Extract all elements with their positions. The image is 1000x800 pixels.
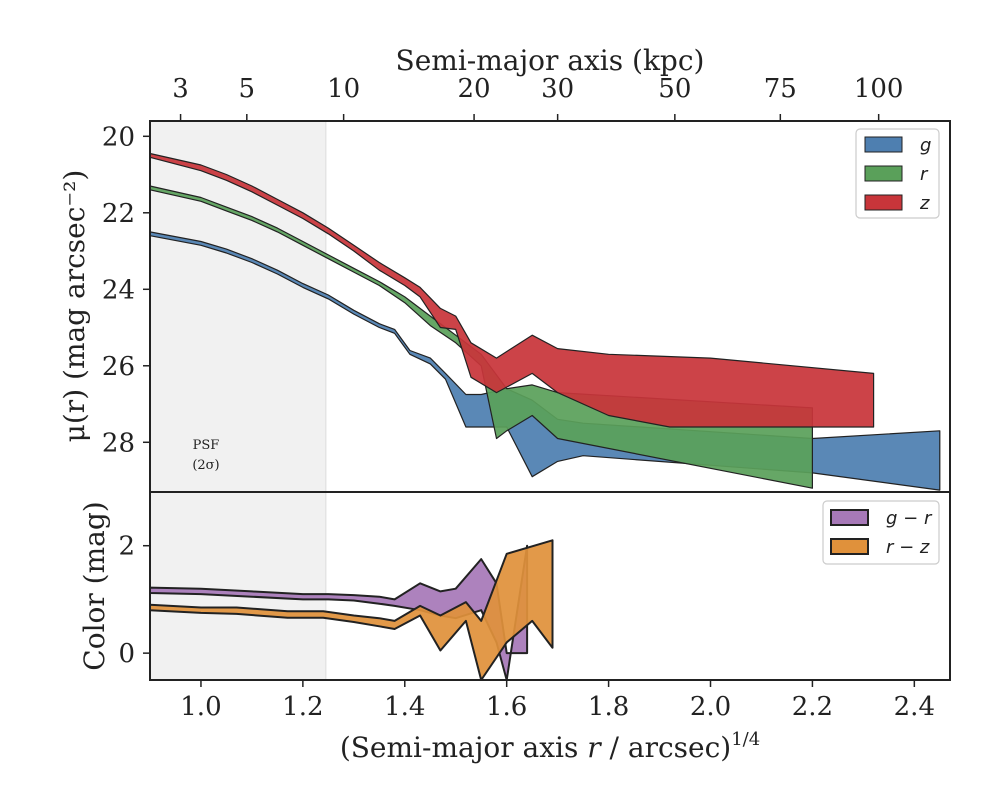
legend-swatch-rz — [830, 538, 869, 555]
psf-shade-bottom — [150, 492, 326, 680]
legend-swatch-g — [864, 136, 903, 153]
legend-bottom: g − r r − z — [822, 500, 940, 565]
axis-ticks: 1.0 1.2 1.4 1.6 1.8 2.0 2.2 2.43 5 10 20 30 50 75 1002… — [102, 74, 935, 722]
band-rz — [149, 539, 554, 681]
legend-label-g: g — [920, 135, 931, 156]
x-tick-label: 2.4 — [894, 692, 935, 722]
y-tick-label: 24 — [102, 275, 135, 305]
surface-brightness-bands — [149, 152, 941, 491]
top-x-tick-label: 75 — [764, 74, 797, 104]
x-tick-label: 1.2 — [282, 692, 323, 722]
x-axis-title: (Semi-major axis r / arcsec)1/4 — [340, 729, 760, 764]
legend-label-z: z — [919, 193, 930, 214]
legend-label-rz: r − z — [886, 537, 930, 558]
legend-label-gr: g − r — [886, 508, 933, 529]
color-y-tick-label: 0 — [118, 639, 135, 669]
psf-sigma-label: (2σ) — [192, 458, 219, 473]
bottom-panel-frame — [149, 491, 951, 681]
color-bands — [149, 539, 554, 681]
color-y-tick-label: 2 — [118, 532, 135, 562]
y-tick-label: 26 — [102, 352, 135, 382]
legend-swatch-z — [864, 194, 903, 211]
top-y-axis-title: μ(r) (mag arcsec⁻²) — [58, 170, 91, 443]
x-tick-label: 1.0 — [180, 692, 221, 722]
x-tick-label: 2.0 — [690, 692, 731, 722]
top-x-tick-label: 3 — [172, 74, 189, 104]
y-tick-label: 28 — [102, 428, 135, 458]
y-tick-label: 20 — [102, 122, 135, 152]
top-x-tick-label: 10 — [327, 74, 360, 104]
legend-top: grz — [855, 128, 940, 219]
psf-shade-top — [150, 121, 326, 492]
x-tick-label: 1.6 — [486, 692, 527, 722]
bottom-y-axis-title: Color (mag) — [78, 501, 111, 670]
band-g — [149, 231, 941, 491]
psf-label: PSF — [193, 438, 220, 453]
top-x-tick-label: 50 — [658, 74, 691, 104]
top-x-tick-label: 5 — [239, 74, 256, 104]
legend-label-r: r — [920, 164, 929, 185]
top-axis-title: Semi-major axis (kpc) — [396, 44, 705, 77]
top-x-tick-label: 100 — [854, 74, 904, 104]
x-tick-label: 1.4 — [384, 692, 425, 722]
x-tick-label: 1.8 — [588, 692, 629, 722]
y-tick-label: 22 — [102, 199, 135, 229]
top-x-tick-label: 30 — [541, 74, 574, 104]
x-tick-label: 2.2 — [792, 692, 833, 722]
top-x-tick-label: 20 — [458, 74, 491, 104]
band-z — [149, 152, 875, 428]
legend-swatch-r — [864, 165, 903, 182]
legend-swatch-gr — [830, 509, 869, 526]
